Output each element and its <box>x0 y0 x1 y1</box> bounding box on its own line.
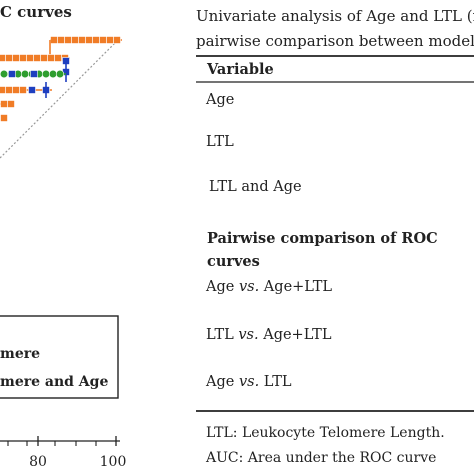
table-row-age-vs-ltl: Age vs. LTL <box>205 374 292 390</box>
orange-curve-marker <box>0 100 8 108</box>
blue-curve-marker <box>8 70 16 78</box>
green-curve-marker <box>48 69 58 79</box>
orange-curve-marker <box>0 114 8 122</box>
table-row-age: Age <box>205 92 234 108</box>
orange-curve-marker <box>5 54 13 62</box>
legend-entry-2: mere and Age <box>0 374 108 390</box>
orange-curve-marker <box>50 36 58 44</box>
orange-curve-marker <box>26 54 34 62</box>
blue-curve-marker <box>28 86 36 94</box>
green-curve-marker <box>41 69 51 79</box>
table-row-ltl: LTL <box>206 134 234 150</box>
legend-box <box>0 315 119 399</box>
footnote-ltl: LTL: Leukocyte Telomere Length. <box>206 425 445 441</box>
reference-diagonal <box>0 37 121 159</box>
legend-entry-1: mere <box>0 346 40 362</box>
orange-curve-marker <box>5 86 13 94</box>
table-section-curves: curves <box>207 253 260 270</box>
orange-curve-marker <box>47 54 55 62</box>
plot-title-fragment: C curves <box>0 3 72 21</box>
orange-curve-marker <box>12 86 20 94</box>
orange-curve-marker <box>0 54 6 62</box>
table-header-variable: Variable <box>206 61 274 78</box>
orange-curve-marker <box>33 54 41 62</box>
green-curve-marker <box>0 69 9 79</box>
table-title-line-1: Univariate analysis of Age and LTL (n <box>196 7 474 25</box>
orange-curve-marker <box>85 36 93 44</box>
orange-curve-marker <box>64 36 72 44</box>
orange-curve-marker <box>0 86 6 94</box>
orange-curve-marker <box>99 36 107 44</box>
footnote-auc: AUC: Area under the ROC curve <box>205 450 436 466</box>
orange-curve-marker <box>54 54 62 62</box>
orange-curve-marker <box>92 36 100 44</box>
green-curve-marker <box>20 69 30 79</box>
orange-curve-marker <box>19 54 27 62</box>
orange-curve-marker <box>113 36 121 44</box>
orange-curve-marker <box>57 36 65 44</box>
orange-curve-marker <box>7 100 15 108</box>
x-tick-label-100: 100 <box>100 454 127 470</box>
roc-plot: C curves mere mere and Age 80 100 <box>0 3 126 470</box>
table-row-ltl-and-age: LTL and Age <box>209 179 302 195</box>
orange-curve-marker <box>78 36 86 44</box>
orange-curve-marker <box>71 36 79 44</box>
orange-curve-marker <box>40 54 48 62</box>
green-curve-marker <box>55 69 65 79</box>
roc-curve-markers <box>0 36 122 122</box>
blue-curve-marker <box>30 70 38 78</box>
orange-curve-marker <box>106 36 114 44</box>
table-section-pairwise: Pairwise comparison of ROC <box>207 230 438 247</box>
orange-curve-marker <box>12 54 20 62</box>
table-row-ltl-vs-ageltl: LTL vs. Age+LTL <box>206 327 332 343</box>
orange-curve-marker <box>19 86 27 94</box>
table-title-line-2: pairwise comparison between models <box>196 32 474 50</box>
table-row-age-vs-ageltl: Age vs. Age+LTL <box>205 279 332 295</box>
x-tick-label-80: 80 <box>29 454 47 470</box>
analysis-table: Univariate analysis of Age and LTL (n pa… <box>196 7 474 466</box>
